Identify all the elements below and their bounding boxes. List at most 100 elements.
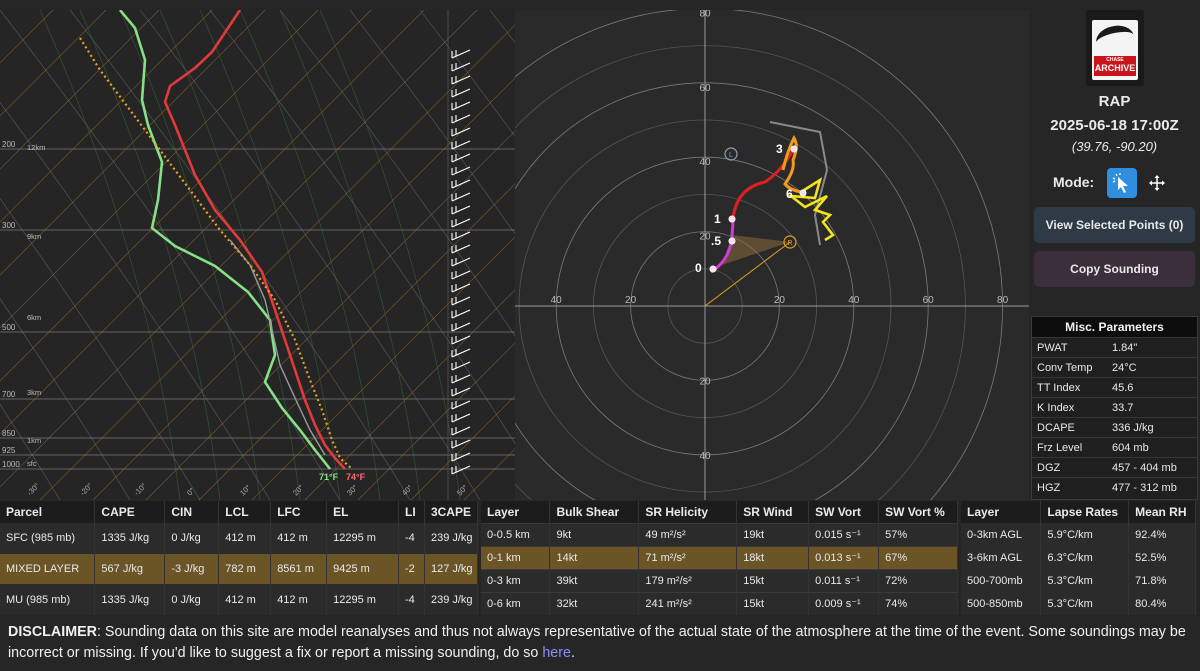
- table-row[interactable]: MIXED LAYER 567 J/kg -3 J/kg 782 m 8561 m 942…: [0, 553, 479, 585]
- parcel-profile: [79, 37, 353, 470]
- wind-barb: [451, 153, 471, 163]
- barb-shaft: [451, 205, 471, 215]
- height-label: 6km: [27, 313, 41, 322]
- ring-label: 60: [699, 83, 711, 94]
- table-row[interactable]: 500-700mb 5.3°C/km 71.8%: [961, 569, 1196, 592]
- table-row[interactable]: SFC (985 mb) 1335 J/kg 0 J/kg 412 m 412 m 122…: [0, 523, 479, 554]
- report-link[interactable]: here: [542, 645, 571, 661]
- barb-shaft: [451, 192, 471, 202]
- dry-adiabat: [279, 10, 515, 337]
- srh-area: [722, 235, 790, 265]
- column-header: Parcel: [0, 501, 96, 523]
- barb-shaft: [451, 101, 471, 111]
- misc-key: DGZ: [1037, 462, 1061, 474]
- barb-shaft: [451, 283, 471, 293]
- wind-barb: [451, 166, 471, 176]
- isotherm: [145, 130, 515, 500]
- column-header: Mean RH: [1128, 501, 1196, 523]
- right-mover-label: R: [787, 240, 792, 247]
- axis-label: 60: [923, 295, 935, 306]
- hodo-height-label: 1: [714, 212, 721, 226]
- barb-shaft: [451, 296, 471, 306]
- dry-adiabat: [0, 298, 131, 500]
- table-cell: 67%: [878, 545, 958, 569]
- axis-label: 40: [848, 295, 860, 306]
- ring-label: 20: [699, 232, 711, 243]
- moist-adiabat: [319, 10, 461, 500]
- pressure-label: 925: [2, 446, 16, 455]
- pointer-click-icon: [1112, 173, 1128, 193]
- table-cell: 80.4%: [1128, 592, 1196, 615]
- isotherm: [92, 77, 515, 500]
- pressure-label: 300: [2, 221, 16, 230]
- pan-mode-button[interactable]: [1145, 168, 1169, 198]
- barb-shaft: [451, 270, 471, 280]
- barb-shaft: [451, 439, 471, 449]
- table-cell: 412 m: [218, 584, 272, 615]
- skewt-diagram[interactable]: 200 300 500 700 850 925 1000 12km 9km 6km 3km 1km sf…: [0, 10, 515, 500]
- hodograph[interactable]: 80 60 40 20 20 40 40 20 20 40 60 80 0 .5 1 3 6 L R: [515, 10, 1029, 500]
- table-row[interactable]: 0-1 km 14kt 71 m²/s² 18kt 0.013 s⁻¹ 67%: [481, 545, 958, 569]
- axis-label: 20: [625, 295, 637, 306]
- table-cell: -4: [398, 523, 425, 554]
- surface-temp: 74°F: [346, 472, 366, 482]
- barb-shaft: [451, 62, 471, 72]
- misc-key: Conv Temp: [1037, 362, 1093, 374]
- misc-value: 477 - 312 mb: [1112, 482, 1177, 494]
- view-selected-points-button[interactable]: View Selected Points (0): [1034, 207, 1195, 243]
- table-cell: 5.9°C/km: [1040, 523, 1130, 546]
- table-row[interactable]: 0-6 km 32kt 241 m²/s² 15kt 0.009 s⁻¹ 74%: [481, 591, 958, 615]
- table-cell: 500-850mb: [961, 592, 1042, 615]
- barb-shaft: [451, 309, 471, 319]
- table-row[interactable]: 0-0.5 km 9kt 49 m²/s² 19kt 0.015 s⁻¹ 57%: [481, 522, 958, 546]
- column-header: SR Wind: [736, 501, 810, 523]
- copy-sounding-button[interactable]: Copy Sounding: [1034, 251, 1195, 287]
- wind-barb: [451, 413, 471, 423]
- wind-barb: [451, 127, 471, 137]
- isotherm: [357, 342, 515, 500]
- table-cell: 9kt: [549, 522, 640, 546]
- table-cell: 0.011 s⁻¹: [808, 568, 880, 592]
- table-cell: 5.3°C/km: [1040, 592, 1130, 615]
- table-row[interactable]: 3-6km AGL 6.3°C/km 52.5%: [961, 546, 1196, 569]
- table-row[interactable]: 0-3 km 39kt 179 m²/s² 15kt 0.011 s⁻¹ 72%: [481, 568, 958, 592]
- isotherm: [304, 289, 515, 500]
- table-row[interactable]: 500-850mb 5.3°C/km 80.4%: [961, 592, 1196, 615]
- wind-barb: [451, 452, 471, 462]
- table-row[interactable]: MU (985 mb) 1335 J/kg 0 J/kg 412 m 412 m 1229…: [0, 584, 479, 615]
- dry-adiabat: [209, 10, 515, 445]
- axis-label: 40: [551, 295, 563, 306]
- dry-adiabat: [139, 10, 481, 500]
- table-cell: 239 J/kg: [424, 523, 479, 554]
- table-cell: 412 m: [270, 584, 328, 615]
- hodo-point: [728, 237, 736, 245]
- table-cell: -2: [398, 553, 425, 585]
- hodo-height-label: 0: [695, 261, 702, 275]
- misc-value: 24°C: [1112, 362, 1137, 374]
- moist-adiabat: [199, 10, 341, 500]
- select-mode-button[interactable]: [1107, 168, 1137, 198]
- table-row[interactable]: 0-3km AGL 5.9°C/km 92.4%: [961, 523, 1196, 546]
- barb-shaft: [451, 179, 471, 189]
- wind-barb: [451, 309, 471, 319]
- barb-shaft: [451, 426, 471, 436]
- isotherm: [463, 448, 515, 500]
- shear-table: Layer Bulk Shear SR Helicity SR Wind SW Vort…: [481, 501, 958, 615]
- wind-barb: [451, 296, 471, 306]
- moist-adiabat: [119, 10, 261, 500]
- table-cell: 412 m: [270, 523, 328, 554]
- isotherm: [0, 10, 478, 488]
- wind-barb: [451, 335, 471, 345]
- misc-row: K Index 33.7: [1032, 397, 1197, 417]
- table-cell: 0 J/kg: [164, 584, 220, 615]
- column-header: LI: [398, 501, 425, 523]
- left-mover-label: L: [729, 152, 733, 159]
- column-header: Layer: [481, 501, 551, 523]
- wind-barb: [451, 49, 471, 59]
- dry-adiabat: [0, 198, 201, 500]
- pressure-label: 200: [2, 140, 16, 149]
- column-header: SW Vort %: [878, 501, 958, 523]
- column-header: Bulk Shear: [549, 501, 640, 523]
- table-cell: 1335 J/kg: [94, 523, 166, 554]
